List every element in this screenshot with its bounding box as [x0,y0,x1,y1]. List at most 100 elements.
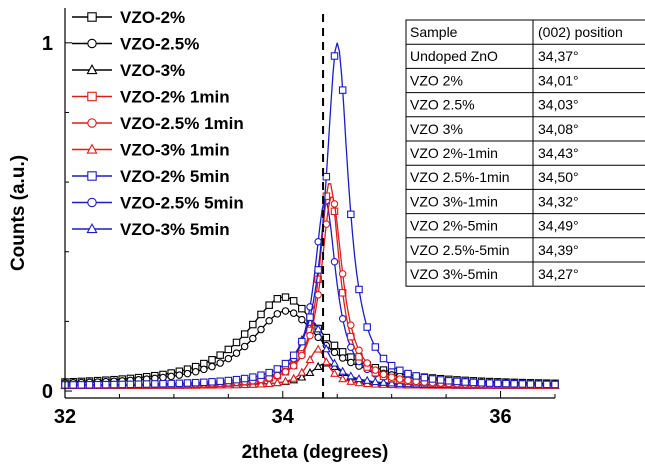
data-point [314,266,322,274]
table-cell: 34,27° [538,266,579,282]
data-point [232,338,241,347]
data-point [330,207,339,216]
y-tick-label: 0 [42,381,53,403]
data-point [297,372,307,381]
data-point [265,316,273,325]
x-tick-label: 36 [489,406,511,428]
table-cell: VZO 2.5% [410,97,475,113]
data-point [485,379,494,387]
data-point [224,354,233,363]
data-point [404,369,412,378]
data-point [118,380,126,389]
data-point [543,380,551,389]
table-cell: 34,43° [538,145,579,161]
data-point [338,270,347,278]
data-point [85,381,94,389]
data-point [322,192,331,200]
data-point [330,52,339,60]
data-point [313,361,323,370]
data-point [518,380,527,388]
data-point [436,376,445,384]
legend-label: VZO-2.5% 1min [120,114,244,133]
data-point [224,376,233,385]
data-point [379,370,388,379]
table-cell: 34,03° [538,97,579,113]
data-point [387,373,396,381]
data-point [412,372,420,380]
data-point [322,333,331,342]
data-point [355,346,363,355]
data-point [420,373,429,382]
data-point [347,358,355,367]
data-point [338,354,347,362]
table-cell: VZO 2.5%-5min [410,242,510,258]
legend-marker [87,171,97,181]
data-point [281,359,290,368]
data-point [297,367,307,376]
table-header-cell: (002) position [538,24,623,40]
legend-item: VZO-2.5% [72,35,199,54]
table-header-cell: Sample [410,24,458,40]
data-point [338,366,348,375]
data-point [330,258,339,266]
data-point [249,334,257,343]
table-cell: VZO 3% [410,121,463,137]
data-point [289,309,298,317]
table-cell: VZO 2%-1min [410,145,498,161]
data-point [273,295,282,303]
table-cell: VZO 2.5%-1min [410,169,510,185]
data-point [289,362,298,370]
data-point [249,373,257,381]
y-tick-label: 1 [42,33,53,55]
data-point [256,379,266,388]
data-point [354,378,364,387]
data-point [175,371,184,379]
data-point [77,381,86,389]
data-point [321,357,331,366]
legend-item: VZO-2.5% 5min [72,194,244,213]
data-point [347,210,355,219]
data-point [330,348,339,357]
data-point [298,337,306,346]
data-point [159,373,167,382]
legend-item: VZO-2% [72,8,185,27]
data-point [314,291,322,299]
data-point [396,375,404,383]
data-point [354,374,364,383]
data-point [362,375,372,384]
data-point [371,343,380,351]
series-7 [61,42,559,389]
data-point [477,379,486,387]
data-point [445,377,453,385]
data-point [396,366,404,375]
data-point [208,356,216,364]
x-tick-label: 32 [54,406,76,428]
legend-label: VZO-2% [120,8,185,27]
series-layer [60,42,560,390]
legend-marker [86,143,98,154]
y-axis-label: Counts (a.u.) [8,155,29,271]
data-point [281,307,290,315]
data-point [387,378,397,387]
legend-label: VZO-3% [120,61,185,80]
data-point [363,359,371,367]
data-point [208,378,216,386]
data-point [273,371,282,380]
table-cell: 34,50° [538,169,579,185]
legend-marker [87,197,97,208]
legend-item: VZO-2.5% 1min [72,114,244,133]
axes: 32 34 36 0 1 2theta (degrees) Counts (a.u.) [8,8,556,463]
data-point [257,325,265,334]
table-cell: 34,39° [538,242,579,258]
data-point [183,369,192,378]
data-point [175,379,184,388]
data-point [379,377,388,386]
data-point [526,380,535,388]
table-cell: 34,32° [538,193,579,209]
data-point [257,310,265,319]
data-point [200,365,208,374]
data-point [306,313,314,321]
legend-label: VZO-3% 5min [120,220,230,239]
table-cell: 34,49° [538,218,579,234]
